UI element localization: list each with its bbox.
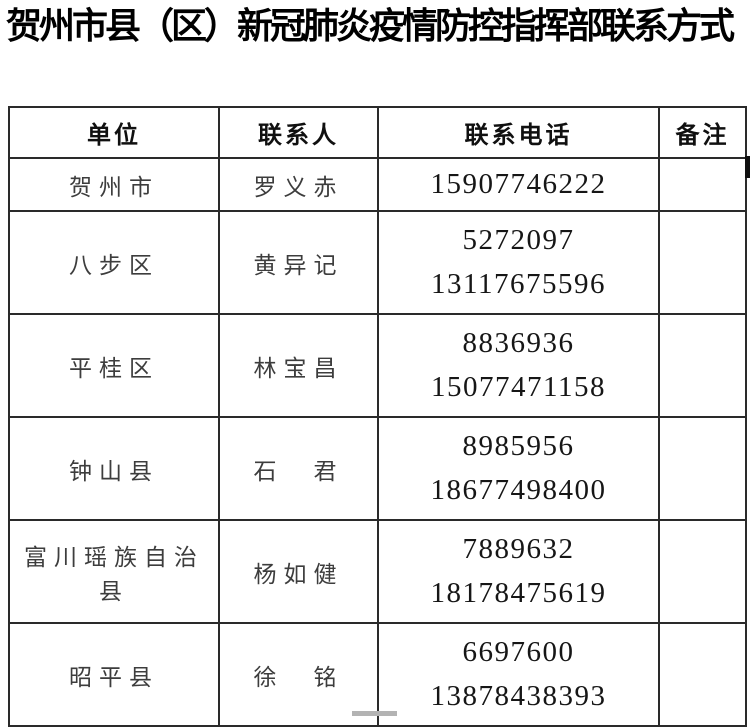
unit-cell: 平桂区	[8, 313, 220, 418]
contact-cell: 杨如健	[218, 519, 379, 624]
unit-cell: 贺州市	[8, 157, 220, 212]
note-cell	[658, 313, 747, 418]
phone-number: 18178475619	[430, 576, 607, 609]
col-header-unit: 单位	[8, 106, 220, 159]
table-body: 贺州市 罗义赤 15907746222 八步区 黄异记 5272097 13117…	[8, 157, 747, 727]
phone-number: 8985956	[462, 430, 575, 463]
table-row: 富川瑶族自治县 杨如健 7889632 18178475619	[8, 519, 747, 624]
phone-cell: 5272097 13117675596	[377, 210, 660, 315]
phone-list: 8985956 18677498400	[380, 419, 657, 518]
col-header-contact: 联系人	[218, 106, 379, 159]
col-header-note: 备注	[658, 106, 747, 159]
contact-cell: 石 君	[218, 416, 379, 521]
note-cell	[658, 519, 747, 624]
contact-cell: 林宝昌	[218, 313, 379, 418]
phone-number: 5272097	[462, 224, 575, 257]
phone-list: 15907746222	[380, 160, 657, 209]
note-cell	[658, 210, 747, 315]
phone-number: 13878438393	[430, 679, 607, 712]
unit-cell: 钟山县	[8, 416, 220, 521]
table-header: 单位 联系人 联系电话 备注	[8, 106, 747, 159]
phone-cell: 15907746222	[377, 157, 660, 212]
note-cell	[658, 622, 747, 727]
table-row: 贺州市 罗义赤 15907746222	[8, 157, 747, 212]
table-row: 八步区 黄异记 5272097 13117675596	[8, 210, 747, 315]
phone-list: 7889632 18178475619	[380, 522, 657, 621]
contact-cell: 罗义赤	[218, 157, 379, 212]
bottom-edge-artifact	[352, 711, 397, 716]
phone-cell: 8985956 18677498400	[377, 416, 660, 521]
table-row: 钟山县 石 君 8985956 18677498400	[8, 416, 747, 521]
phone-cell: 8836936 15077471158	[377, 313, 660, 418]
phone-number: 6697600	[462, 636, 575, 669]
phone-cell: 6697600 13878438393	[377, 622, 660, 727]
note-cell	[658, 157, 747, 212]
phone-number: 8836936	[462, 327, 575, 360]
phone-number: 15077471158	[431, 370, 606, 403]
phone-number: 15907746222	[430, 168, 607, 200]
page-title: 贺州市县（区）新冠肺炎疫情防控指挥部联系方式	[6, 5, 735, 46]
phone-cell: 7889632 18178475619	[377, 519, 660, 624]
table-row: 平桂区 林宝昌 8836936 15077471158	[8, 313, 747, 418]
contact-cell: 黄异记	[218, 210, 379, 315]
unit-cell: 富川瑶族自治县	[8, 519, 220, 624]
header-row: 单位 联系人 联系电话 备注	[8, 106, 747, 159]
phone-number: 13117675596	[431, 267, 606, 300]
col-header-phone: 联系电话	[377, 106, 660, 159]
phone-number: 7889632	[462, 533, 575, 566]
unit-cell: 八步区	[8, 210, 220, 315]
note-cell	[658, 416, 747, 521]
table-row: 昭平县 徐 铭 6697600 13878438393	[8, 622, 747, 727]
phone-list: 8836936 15077471158	[380, 316, 657, 415]
contact-table: 单位 联系人 联系电话 备注 贺州市 罗义赤 15907746222 八步区 黄…	[8, 106, 747, 727]
contact-cell: 徐 铭	[218, 622, 379, 727]
right-edge-artifact	[745, 156, 750, 178]
phone-number: 18677498400	[430, 473, 607, 506]
phone-list: 5272097 13117675596	[380, 213, 657, 312]
unit-cell: 昭平县	[8, 622, 220, 727]
phone-list: 6697600 13878438393	[380, 625, 657, 724]
